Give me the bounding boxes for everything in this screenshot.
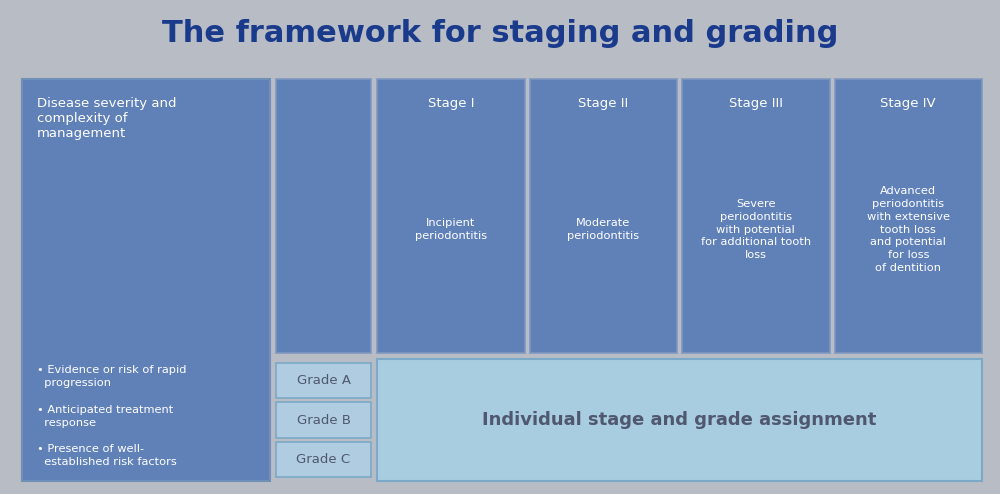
Text: Grade B: Grade B: [297, 413, 351, 426]
FancyBboxPatch shape: [377, 79, 524, 353]
Text: Moderate
periodontitis: Moderate periodontitis: [567, 218, 639, 241]
FancyBboxPatch shape: [276, 79, 371, 353]
Text: Stage III: Stage III: [729, 97, 783, 110]
FancyBboxPatch shape: [276, 363, 371, 398]
Text: Severe
periodontitis
with potential
for additional tooth
loss: Severe periodontitis with potential for …: [701, 199, 811, 260]
Text: Stage II: Stage II: [578, 97, 628, 110]
Text: Stage IV: Stage IV: [880, 97, 936, 110]
FancyBboxPatch shape: [22, 79, 270, 481]
Text: Individual stage and grade assignment: Individual stage and grade assignment: [482, 411, 877, 429]
Text: Grade C: Grade C: [296, 453, 351, 466]
Text: Advanced
periodontitis
with extensive
tooth loss
and potential
for loss
of denti: Advanced periodontitis with extensive to…: [867, 186, 950, 273]
Text: Stage I: Stage I: [428, 97, 474, 110]
Text: Grade A: Grade A: [297, 374, 351, 387]
FancyBboxPatch shape: [530, 79, 677, 353]
Text: • Evidence or risk of rapid
  progression

• Anticipated treatment
  response

•: • Evidence or risk of rapid progression …: [37, 365, 186, 467]
Text: Disease severity and
complexity of
management: Disease severity and complexity of manag…: [37, 97, 176, 140]
Text: The framework for staging and grading: The framework for staging and grading: [162, 19, 838, 48]
FancyBboxPatch shape: [377, 359, 982, 481]
Text: Incipient
periodontitis: Incipient periodontitis: [415, 218, 487, 241]
FancyBboxPatch shape: [835, 79, 982, 353]
FancyBboxPatch shape: [682, 79, 830, 353]
FancyBboxPatch shape: [276, 402, 371, 438]
FancyBboxPatch shape: [276, 442, 371, 477]
